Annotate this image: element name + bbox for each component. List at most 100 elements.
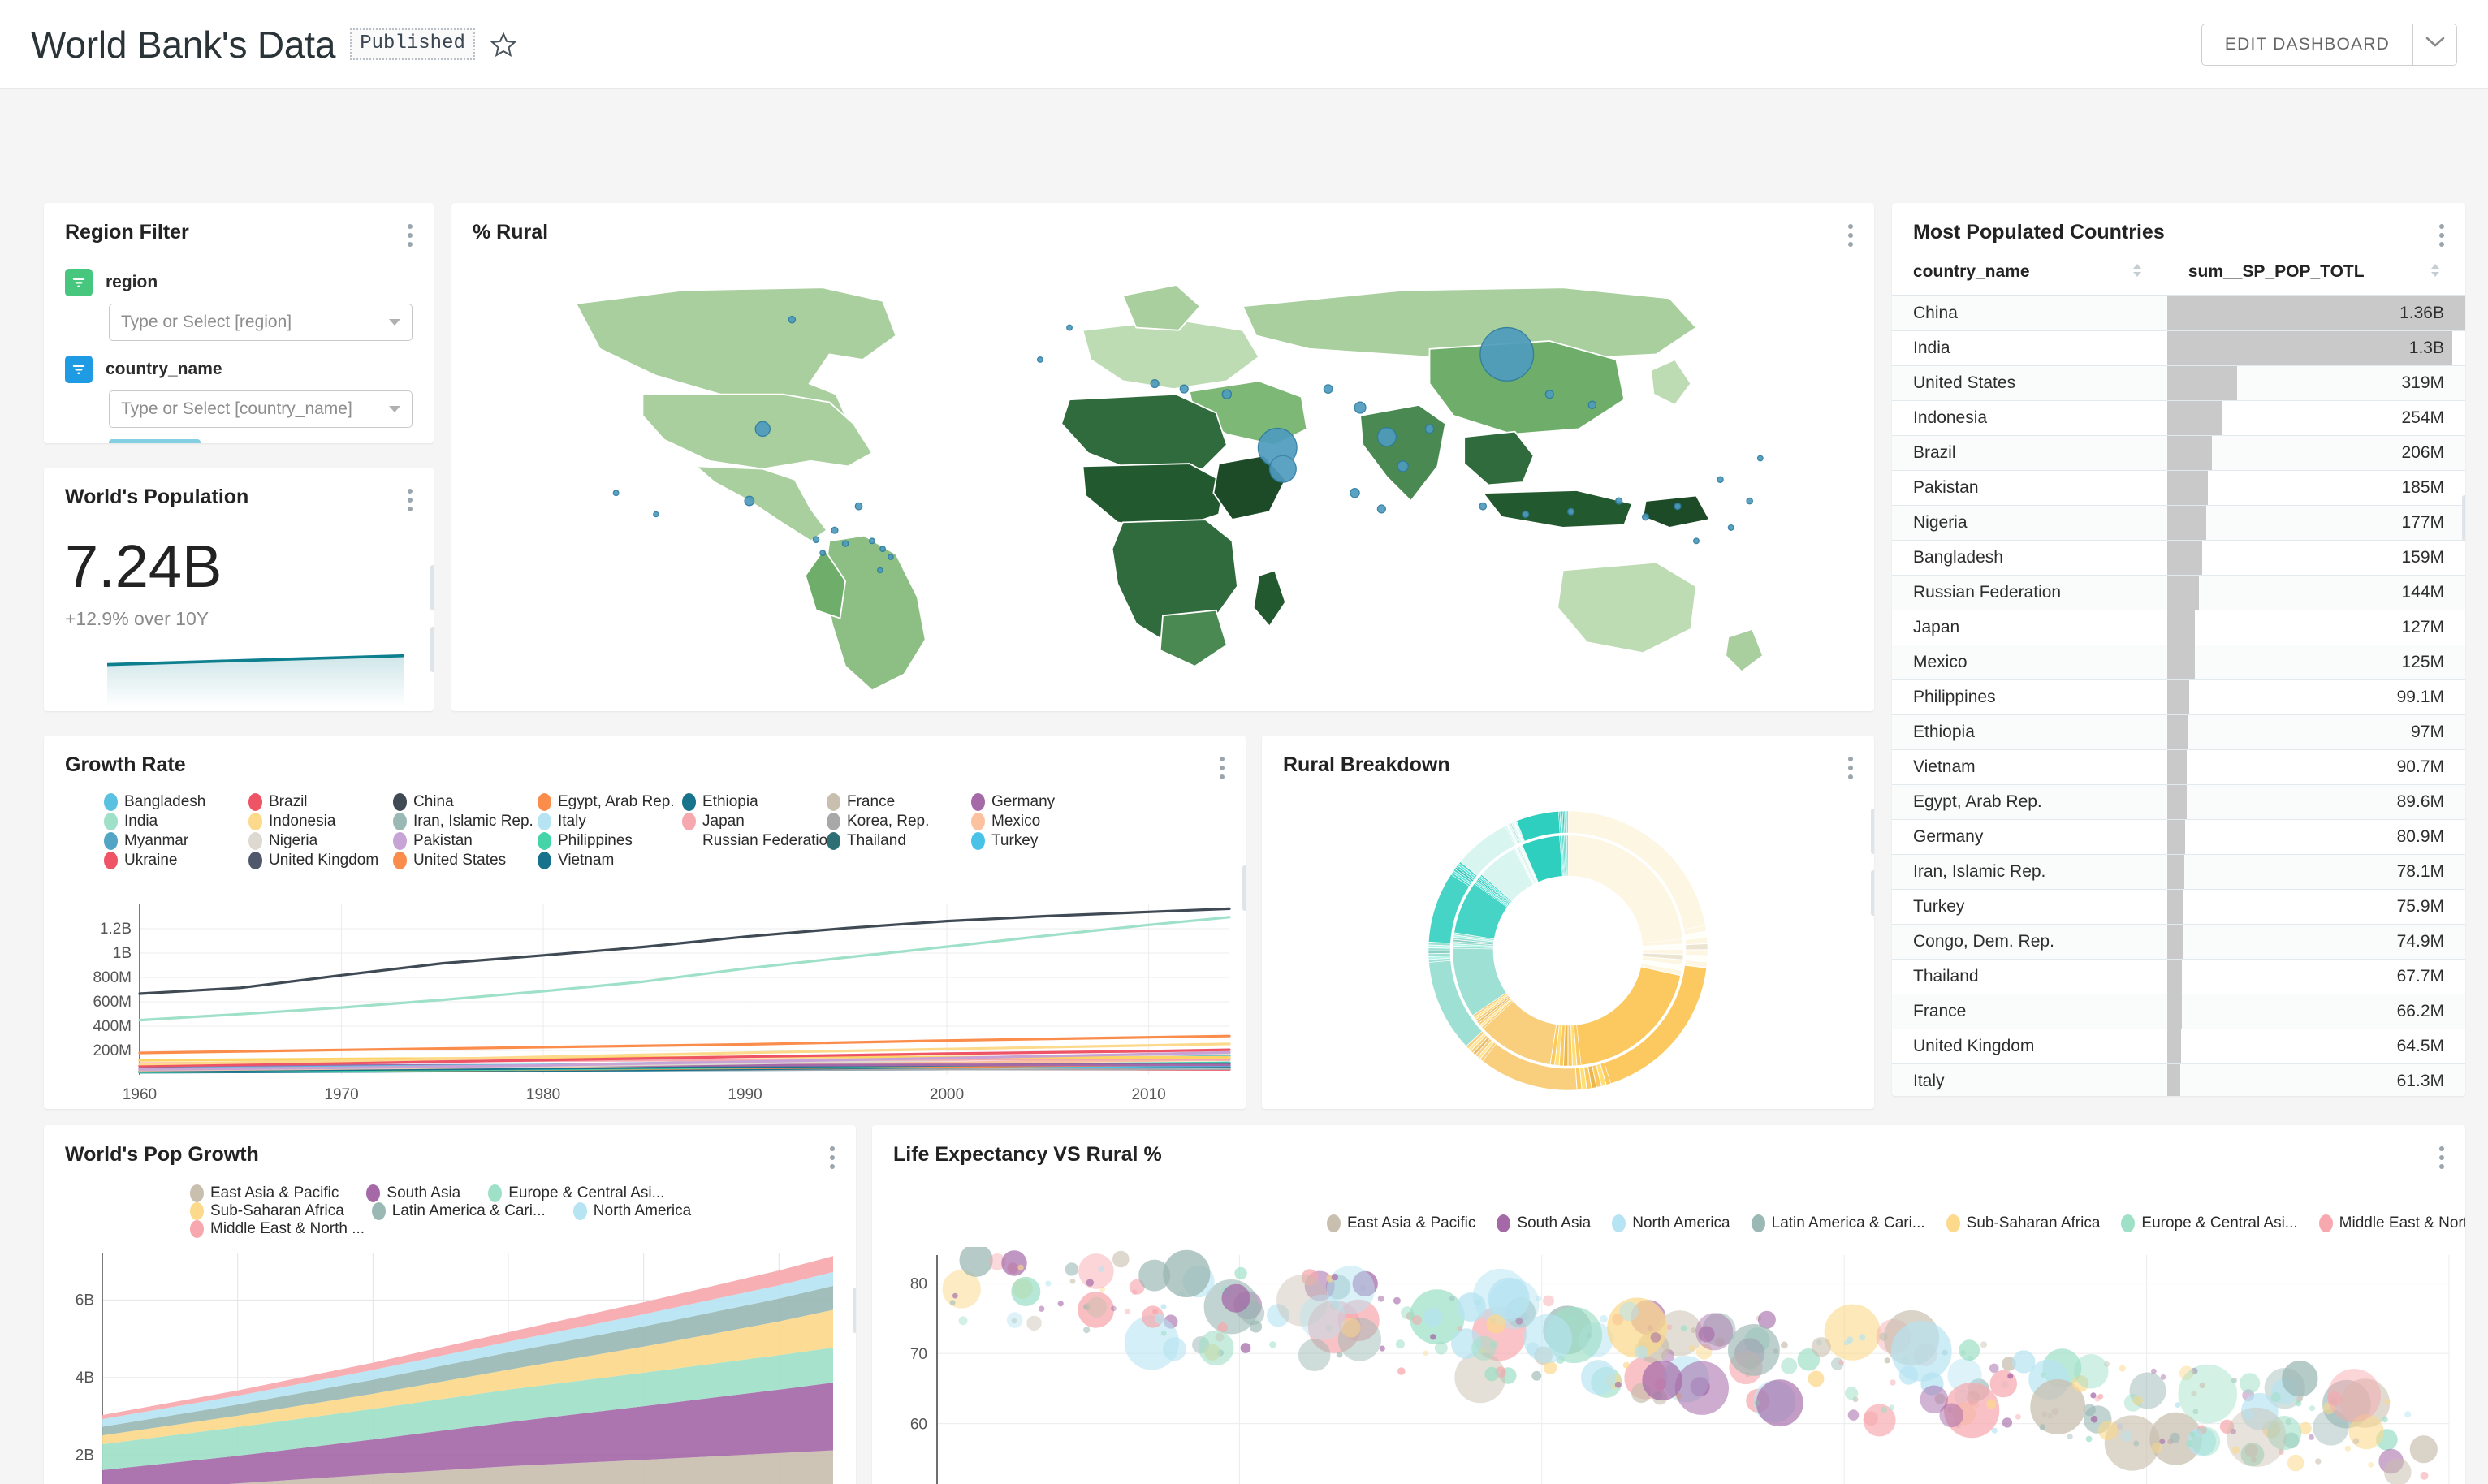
legend-item[interactable]: Turkey <box>971 832 1116 850</box>
table-row[interactable]: Turkey 75.9M <box>1892 889 2465 925</box>
star-icon[interactable] <box>490 31 517 58</box>
value-bar <box>2166 506 2206 540</box>
legend-item[interactable]: Indonesia <box>248 813 393 830</box>
table-row[interactable]: Vietnam 90.7M <box>1892 749 2465 785</box>
legend-item[interactable]: United States <box>393 852 538 869</box>
legend-item[interactable]: India <box>104 813 248 830</box>
legend-item[interactable]: Myanmar <box>104 832 248 850</box>
more-vertical-icon[interactable] <box>408 485 413 516</box>
legend-item[interactable]: Mexico <box>971 813 1116 830</box>
column-header-country-name[interactable]: country_name <box>1892 254 2167 296</box>
legend-item[interactable]: North America <box>1612 1214 1730 1232</box>
legend-item[interactable]: Japan <box>682 813 827 830</box>
legend-item[interactable]: Italy <box>538 813 682 830</box>
legend-item[interactable]: China <box>393 793 538 811</box>
dashboard-menu-caret-button[interactable] <box>2413 23 2457 66</box>
more-vertical-icon[interactable] <box>1220 753 1225 783</box>
life-expectancy-scatter-chart[interactable]: 50607080 <box>872 1243 2465 1484</box>
legend-item[interactable]: Germany <box>971 793 1116 811</box>
legend-item[interactable]: Vietnam <box>538 852 682 869</box>
legend-item[interactable]: Thailand <box>827 832 971 850</box>
legend-item[interactable]: Korea, Rep. <box>827 813 971 830</box>
legend-item[interactable]: Philippines <box>538 832 682 850</box>
legend-item[interactable]: Middle East & North ... <box>190 1220 365 1238</box>
legend-item[interactable]: Ethiopia <box>682 793 827 811</box>
svg-text:1980: 1980 <box>526 1086 560 1103</box>
legend-item[interactable]: Latin America & Cari... <box>1751 1214 1925 1232</box>
legend-item[interactable]: France <box>827 793 971 811</box>
resize-handle-right[interactable] <box>430 627 434 672</box>
legend-item[interactable]: Europe & Central Asi... <box>2121 1214 2298 1232</box>
legend-item[interactable]: Europe & Central Asi... <box>488 1184 664 1202</box>
more-vertical-icon[interactable] <box>2439 221 2444 251</box>
legend-item[interactable]: United Kingdom <box>248 852 393 869</box>
world-map[interactable] <box>451 266 1874 706</box>
value-bar <box>2166 610 2196 645</box>
table-row[interactable]: Ethiopia 97M <box>1892 714 2465 750</box>
worlds-pop-growth-area-chart[interactable]: 02B4B6B196019701980199020002010 <box>44 1245 856 1484</box>
region-select[interactable]: Type or Select [region] <box>109 304 413 341</box>
rural-breakdown-donut-chart[interactable] <box>1262 792 1874 1101</box>
table-row[interactable]: Mexico 125M <box>1892 645 2465 680</box>
more-vertical-icon[interactable] <box>1848 753 1853 783</box>
edit-dashboard-button[interactable]: EDIT DASHBOARD <box>2201 23 2413 66</box>
legend-item[interactable]: South Asia <box>1497 1214 1591 1232</box>
resize-handle-right[interactable] <box>1871 870 1874 916</box>
legend-item[interactable]: East Asia & Pacific <box>1327 1214 1475 1232</box>
legend-item[interactable]: Bangladesh <box>104 793 248 811</box>
resize-handle-right[interactable] <box>853 1288 856 1333</box>
more-vertical-icon[interactable] <box>830 1143 835 1173</box>
table-row[interactable]: Japan 127M <box>1892 610 2465 645</box>
column-header-sum-sp-pop-totl[interactable]: sum__SP_POP_TOTL <box>2166 254 2465 296</box>
legend-item[interactable]: North America <box>572 1202 691 1220</box>
table-row[interactable]: France 66.2M <box>1892 994 2465 1029</box>
status-badge[interactable]: Published <box>350 28 475 60</box>
card-title: Life Expectancy VS Rural % <box>893 1143 1162 1166</box>
table-row[interactable]: China 1.36B <box>1892 296 2465 331</box>
table-row[interactable]: Germany 80.9M <box>1892 819 2465 855</box>
apply-button[interactable]: APPLY <box>109 439 201 443</box>
resize-handle-right[interactable] <box>2462 495 2465 541</box>
table-row[interactable]: Brazil 206M <box>1892 435 2465 471</box>
more-vertical-icon[interactable] <box>408 221 413 251</box>
cell-country-name: Russian Federation <box>1892 575 2167 610</box>
table-row[interactable]: Indonesia 254M <box>1892 400 2465 436</box>
legend-item[interactable]: Iran, Islamic Rep. <box>393 813 538 830</box>
legend-item[interactable]: Pakistan <box>393 832 538 850</box>
resize-handle-right[interactable] <box>1871 809 1874 854</box>
legend-item[interactable]: Latin America & Cari... <box>371 1202 546 1220</box>
cell-country-name: Iran, Islamic Rep. <box>1892 854 2167 890</box>
legend-item[interactable]: South Asia <box>366 1184 460 1202</box>
resize-handle-right[interactable] <box>430 565 434 610</box>
value-bar <box>2166 436 2213 470</box>
table-row[interactable]: United States 319M <box>1892 365 2465 401</box>
table-row[interactable]: Pakistan 185M <box>1892 470 2465 506</box>
table-row[interactable]: United Kingdom 64.5M <box>1892 1029 2465 1064</box>
cell-country-name: Pakistan <box>1892 470 2167 506</box>
legend-item[interactable]: Egypt, Arab Rep. <box>538 793 682 811</box>
country-name-select[interactable]: Type or Select [country_name] <box>109 390 413 428</box>
legend-item[interactable]: Nigeria <box>248 832 393 850</box>
legend-item[interactable]: Sub-Saharan Africa <box>1946 1214 2100 1232</box>
more-vertical-icon[interactable] <box>2439 1143 2444 1173</box>
resize-handle-right[interactable] <box>1242 865 1246 911</box>
table-row[interactable]: Philippines 99.1M <box>1892 679 2465 715</box>
table-row[interactable]: India 1.3B <box>1892 330 2465 366</box>
table-row[interactable]: Thailand 67.7M <box>1892 959 2465 994</box>
legend-item[interactable]: Middle East & North ... <box>2318 1214 2465 1232</box>
legend-item[interactable]: Russian Federation <box>682 832 836 850</box>
more-vertical-icon[interactable] <box>1848 221 1853 251</box>
legend-item[interactable]: Sub-Saharan Africa <box>190 1202 344 1220</box>
legend-color-dot <box>1946 1214 1960 1232</box>
legend-item[interactable]: Brazil <box>248 793 393 811</box>
table-row[interactable]: Russian Federation 144M <box>1892 575 2465 610</box>
legend-item[interactable]: East Asia & Pacific <box>190 1184 339 1202</box>
legend-item[interactable]: Ukraine <box>104 852 248 869</box>
table-row[interactable]: Italy 61.3M <box>1892 1063 2465 1096</box>
table-row[interactable]: Iran, Islamic Rep. 78.1M <box>1892 854 2465 890</box>
growth-rate-line-chart[interactable]: 200M 400M 600M 800M 1B 1.2B 1960 1970 1980 1990 20… <box>44 898 1246 1109</box>
table-row[interactable]: Congo, Dem. Rep. 74.9M <box>1892 924 2465 960</box>
table-row[interactable]: Egypt, Arab Rep. 89.6M <box>1892 784 2465 820</box>
table-row[interactable]: Nigeria 177M <box>1892 505 2465 541</box>
table-row[interactable]: Bangladesh 159M <box>1892 540 2465 576</box>
